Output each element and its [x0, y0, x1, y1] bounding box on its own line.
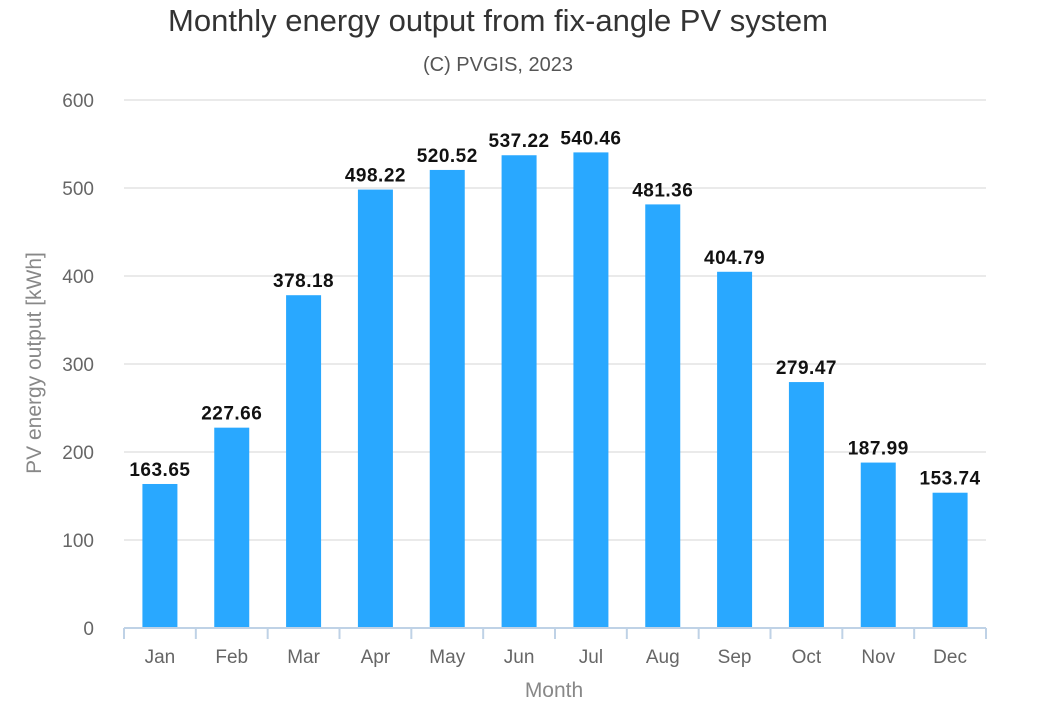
bar-value-label: 404.79: [704, 248, 765, 269]
y-axis-label: PV energy output [kWh]: [23, 252, 46, 474]
x-tick-label: May: [429, 647, 465, 668]
y-tick-label: 0: [83, 619, 94, 640]
x-tick-label: Nov: [861, 647, 895, 668]
bar-value-label: 498.22: [345, 166, 406, 187]
y-tick-label: 600: [62, 91, 94, 112]
bars: [142, 152, 968, 629]
bar: [142, 483, 178, 628]
bar: [429, 169, 465, 629]
y-axis-ticks: 0 100 200 300 400 500 600: [62, 91, 94, 640]
x-tick-label: Apr: [361, 647, 391, 668]
bar-value-label: 279.47: [776, 358, 837, 379]
bar-value-label: 153.74: [920, 469, 981, 490]
y-tick-label: 200: [62, 443, 94, 464]
bar-value-label: 520.52: [417, 146, 478, 167]
y-tick-label: 300: [62, 355, 94, 376]
y-tick-label: 500: [62, 179, 94, 200]
bar-value-label: 537.22: [489, 131, 550, 152]
y-tick-label: 100: [62, 531, 94, 552]
data-labels: 163.65 227.66 378.18 498.22 520.52 537.22 540.…: [129, 128, 980, 489]
bar-value-label: 163.65: [129, 460, 190, 481]
y-tick-label: 400: [62, 267, 94, 288]
bar: [932, 492, 968, 628]
x-tick-label: Oct: [792, 647, 822, 668]
bar-value-label: 227.66: [201, 404, 262, 425]
bar: [214, 427, 250, 628]
gridlines: [124, 99, 986, 541]
bar: [717, 271, 753, 628]
bar: [357, 189, 393, 628]
x-tick-label: Aug: [646, 647, 680, 668]
chart-subtitle: (C) PVGIS, 2023: [423, 54, 573, 76]
x-tick-label: Sep: [718, 647, 752, 668]
x-tick-label: Feb: [215, 647, 248, 668]
x-tick-label: Jan: [145, 647, 176, 668]
bar-value-label: 187.99: [848, 439, 909, 460]
bar-value-label: 378.18: [273, 271, 334, 292]
x-tick-label: Jul: [579, 647, 603, 668]
bar-value-label: 481.36: [632, 180, 693, 201]
chart-title: Monthly energy output from fix-angle PV …: [168, 3, 828, 38]
bar: [860, 462, 896, 628]
bar: [788, 382, 824, 628]
bar-value-label: 540.46: [560, 128, 621, 149]
x-tick-label: Jun: [504, 647, 535, 668]
x-axis-label: Month: [525, 679, 583, 702]
bar: [286, 295, 322, 628]
bar: [645, 204, 681, 628]
x-axis: Jan Feb Mar Apr May Jun Jul Aug Sep Oct Nov Dec: [123, 627, 987, 668]
x-tick-label: Dec: [933, 647, 967, 668]
bar: [501, 155, 537, 628]
x-tick-label: Mar: [287, 647, 320, 668]
bar: [573, 152, 609, 628]
